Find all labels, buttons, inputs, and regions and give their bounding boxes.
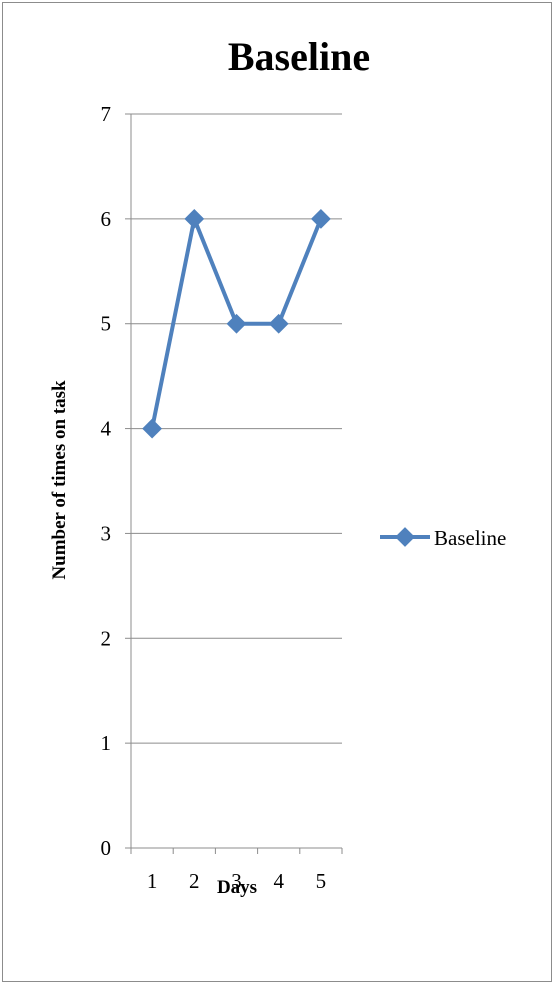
gridlines [131,113,342,744]
x-tick-label-3: 3 [231,869,242,893]
y-tick-label-5: 5 [101,312,112,336]
y-axis-title: Number of times on task [49,380,70,580]
series-baseline [142,208,331,439]
x-tick-label-2: 2 [189,869,200,893]
y-tick-label-0: 0 [101,836,112,860]
data-point-day-1 [142,418,162,439]
y-tick-labels: 0 1 2 3 4 5 6 7 [101,102,112,860]
x-tick-labels: 1 2 3 4 5 [147,869,326,893]
legend-label: Baseline [434,526,506,550]
legend-marker [395,527,415,547]
data-point-day-2 [184,208,205,229]
x-tick-label-4: 4 [273,869,284,893]
y-tick-label-2: 2 [101,626,112,650]
y-tick-label-1: 1 [101,731,112,755]
x-tick-label-1: 1 [147,869,158,893]
y-tick-label-6: 6 [101,207,112,231]
axes [125,113,343,854]
chart-title: Baseline [228,34,370,79]
y-tick-label-3: 3 [101,521,112,545]
x-tick-label-5: 5 [316,869,327,893]
legend: Baseline [380,526,506,550]
data-point-day-5 [311,208,331,229]
y-tick-label-7: 7 [101,102,112,126]
data-point-day-4 [268,313,289,334]
data-point-day-3 [226,313,247,334]
x-axis-title: Days [217,877,257,898]
y-tick-label-4: 4 [101,417,112,441]
